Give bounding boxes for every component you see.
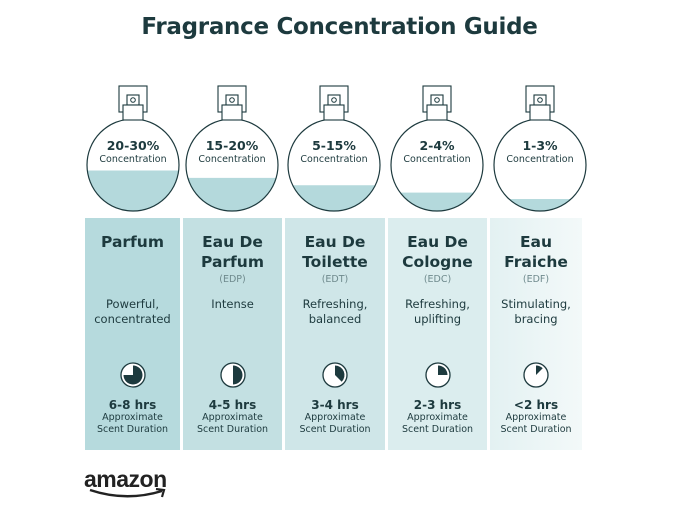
concentration-label: Concentration: [506, 154, 573, 165]
fragrance-abbreviation: (EDC): [423, 274, 452, 285]
duration-label-line: Scent Duration: [196, 424, 269, 435]
duration-label-line: Scent Duration: [500, 424, 572, 435]
scent-duration: 4-5 hrs: [208, 398, 257, 412]
duration-label-line: Approximate: [202, 412, 263, 423]
fragrance-abbreviation: (EDP): [219, 274, 246, 285]
duration-label: Approximate Scent Duration: [388, 412, 487, 436]
perfume-bottle: 20-30%Concentration: [86, 85, 180, 212]
duration-label-line: Scent Duration: [299, 424, 371, 435]
concentration-label: Concentration: [300, 154, 367, 165]
concentration-percent: 20-30%: [107, 138, 160, 153]
fragrance-abbreviation: (EDT): [321, 274, 349, 285]
fragrance-description: Powerful, concentrated: [85, 297, 180, 327]
perfume-bottle: 2-4%Concentration: [390, 85, 484, 212]
description-line: Refreshing,: [302, 297, 368, 311]
concentration-label: Concentration: [198, 154, 265, 165]
fragrance-abbreviation: (EDF): [522, 274, 550, 285]
fragrance-column: Eau De Parfum (EDP) Intense 4-5 hrs Appro…: [183, 218, 282, 450]
fragrance-column: Eau Fraiche (EDF) Stimulating, bracing <2 …: [490, 218, 582, 450]
duration-label-line: Approximate: [505, 412, 567, 423]
duration-wedge: [123, 365, 142, 385]
amazon-logo-text: amazon: [84, 466, 167, 492]
duration-label: Approximate Scent Duration: [85, 412, 180, 436]
clock-pie-icon: [322, 362, 348, 388]
clock-pie-icon: [424, 362, 451, 388]
perfume-bottle: 15-20%Concentration: [185, 85, 279, 212]
fragrance-name-line: Fraiche: [504, 253, 568, 271]
bottle-neck: [221, 104, 243, 121]
duration-label: Approximate Scent Duration: [285, 412, 385, 436]
fragrance-name: Eau De Cologne: [388, 232, 487, 272]
bottle-neck: [426, 104, 448, 121]
liquid-fill: [288, 185, 380, 211]
description-line: Stimulating,: [501, 297, 571, 311]
fragrance-column: Parfum Powerful, concentrated 6-8 hrs App…: [85, 218, 180, 450]
fragrance-name-line: Eau De: [304, 233, 366, 251]
liquid-fill: [391, 192, 483, 211]
bottle-neck: [323, 104, 345, 121]
concentration-label: Concentration: [403, 154, 470, 165]
duration-label-line: Approximate: [102, 412, 163, 423]
concentration-percent: 2-4%: [419, 138, 455, 153]
duration-label-line: Scent Duration: [401, 424, 474, 435]
fragrance-name-line: Eau De: [202, 233, 263, 251]
description-line: concentrated: [94, 312, 171, 326]
clock-pie-icon: [119, 362, 146, 388]
fragrance-column: Eau De Cologne (EDC) Refreshing, uplifting…: [388, 218, 487, 450]
description-line: bracing: [514, 312, 558, 326]
description-line: Powerful,: [106, 297, 159, 311]
fragrance-name-line: Parfum: [101, 233, 164, 251]
duration-wedge: [335, 365, 345, 382]
duration-label: Approximate Scent Duration: [183, 412, 282, 436]
perfume-bottle: 5-15%Concentration: [287, 85, 381, 212]
duration-label-line: Approximate: [304, 412, 366, 423]
description-line: uplifting: [413, 312, 462, 326]
concentration-percent: 5-15%: [312, 138, 356, 153]
bottle-neck: [122, 104, 144, 121]
scent-duration: 3-4 hrs: [311, 398, 359, 412]
bottle-illustrations: 20-30%Concentration15-20%Concentration5-…: [86, 85, 587, 212]
bottle-body: [493, 118, 587, 212]
fragrance-name-line: Toilette: [302, 253, 368, 271]
scent-duration: 6-8 hrs: [108, 398, 157, 412]
scent-duration: <2 hrs: [513, 398, 559, 412]
duration-wedge: [536, 365, 543, 375]
fragrance-description: Stimulating, bracing: [490, 297, 582, 327]
perfume-bottle: 1-3%Concentration: [493, 85, 587, 212]
concentration-percent: 15-20%: [206, 138, 259, 153]
fragrance-name-line: Eau: [519, 233, 553, 251]
fragrance-name: Eau De Parfum: [183, 232, 282, 272]
duration-label: Approximate Scent Duration: [490, 412, 582, 436]
description-line: Refreshing,: [405, 297, 470, 311]
fragrance-name-line: Cologne: [402, 253, 473, 271]
fragrance-name: Parfum: [85, 232, 180, 252]
concentration-label: Concentration: [99, 154, 166, 165]
fragrance-name-line: Parfum: [201, 253, 264, 271]
bottle-neck: [529, 104, 551, 121]
duration-wedge: [437, 365, 447, 375]
description-line: Intense: [211, 297, 254, 311]
fragrance-column: Eau De Toilette (EDT) Refreshing, balanced…: [285, 218, 385, 450]
scent-duration: 2-3 hrs: [413, 398, 462, 412]
amazon-smile-arrow-icon: [89, 488, 166, 498]
clock-pie-icon: [219, 362, 246, 388]
fragrance-description: Refreshing, balanced: [285, 297, 385, 327]
fragrance-description: Intense: [183, 297, 282, 312]
duration-label-line: Scent Duration: [96, 424, 169, 435]
amazon-logo: amazon: [84, 466, 167, 498]
clock-pie-icon: [523, 362, 549, 388]
concentration-percent: 1-3%: [522, 138, 558, 153]
fragrance-name-line: Eau De: [407, 233, 468, 251]
fragrance-name: Eau De Toilette: [285, 232, 385, 272]
liquid-fill: [494, 199, 586, 211]
description-line: balanced: [308, 312, 362, 326]
page-title: Fragrance Concentration Guide: [141, 14, 538, 40]
duration-label-line: Approximate: [407, 412, 468, 423]
fragrance-description: Refreshing, uplifting: [388, 297, 487, 327]
duration-wedge: [232, 365, 242, 385]
fragrance-name: Eau Fraiche: [490, 232, 582, 272]
